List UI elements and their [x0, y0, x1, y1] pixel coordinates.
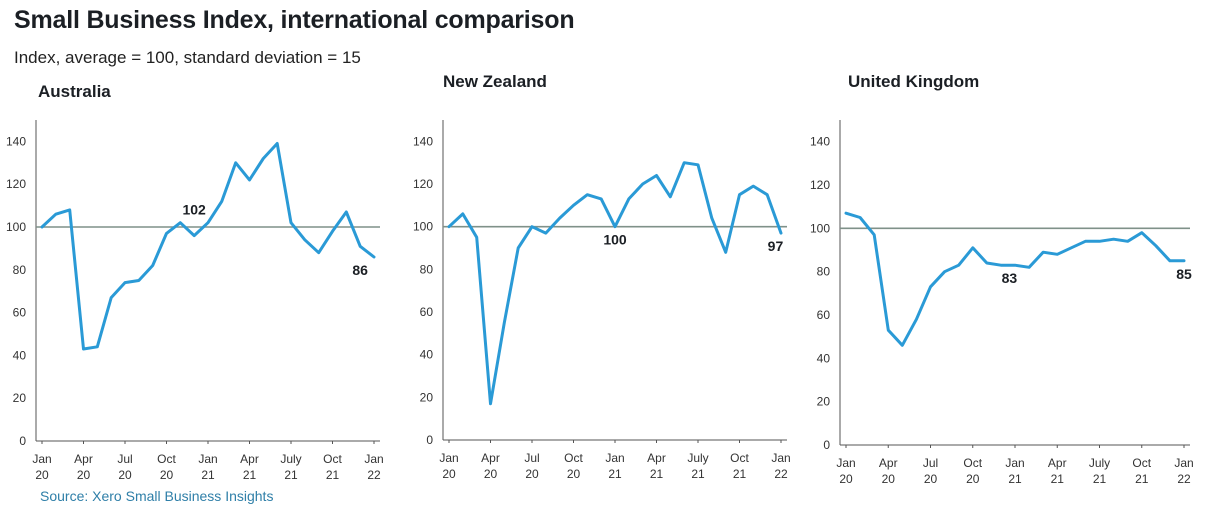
- series-line: [447, 161, 783, 406]
- x-tick-label-month: Apr: [1048, 456, 1067, 470]
- x-tick-label-month: July: [1089, 456, 1110, 470]
- source-note: Source: Xero Small Business Insights: [40, 488, 274, 504]
- x-tick-label-year: 21: [608, 467, 622, 481]
- x-tick-label-month: Jan: [605, 451, 624, 465]
- data-label: 85: [1176, 266, 1192, 282]
- x-tick-label-month: Jan: [198, 452, 217, 466]
- y-tick-label: 40: [817, 351, 831, 365]
- x-tick-label-year: 20: [924, 472, 938, 486]
- panel-title-united-kingdom: United Kingdom: [848, 72, 980, 91]
- x-tick-label-year: 20: [35, 468, 49, 482]
- x-tick-label-month: Apr: [74, 452, 93, 466]
- y-tick-label: 80: [13, 263, 27, 277]
- y-tick-label: 80: [817, 265, 831, 279]
- data-label: 102: [182, 202, 206, 218]
- y-tick-label: 120: [810, 178, 830, 192]
- x-tick-label-month: Jan: [364, 452, 383, 466]
- x-tick-label-month: Oct: [564, 451, 583, 465]
- y-tick-label: 120: [413, 177, 433, 191]
- x-tick-label-month: Jan: [771, 451, 790, 465]
- y-tick-label: 60: [817, 308, 831, 322]
- x-tick-label-year: 20: [442, 467, 456, 481]
- x-tick-label-month: Apr: [647, 451, 666, 465]
- y-tick-label: 0: [19, 434, 26, 448]
- data-label: 83: [1002, 270, 1018, 286]
- x-tick-label-year: 22: [1177, 472, 1191, 486]
- x-tick-label-year: 21: [650, 467, 664, 481]
- x-tick-label-year: 22: [367, 468, 381, 482]
- x-tick-label-year: 21: [1135, 472, 1149, 486]
- x-tick-label-year: 20: [77, 468, 91, 482]
- data-label: 97: [768, 238, 784, 254]
- x-tick-label-year: 21: [201, 468, 215, 482]
- x-tick-label-year: 20: [525, 467, 539, 481]
- y-tick-label: 0: [426, 433, 433, 447]
- x-tick-label-month: Oct: [323, 452, 342, 466]
- series-line: [40, 142, 376, 351]
- x-tick-label-month: July: [280, 452, 301, 466]
- x-tick-label-year: 21: [1051, 472, 1065, 486]
- x-tick-label-month: Jul: [117, 452, 132, 466]
- x-tick-label-year: 20: [966, 472, 980, 486]
- x-tick-label-year: 20: [484, 467, 498, 481]
- x-tick-label-year: 20: [160, 468, 174, 482]
- x-tick-label-month: Oct: [963, 456, 982, 470]
- x-tick-label-year: 22: [774, 467, 788, 481]
- x-tick-label-year: 21: [1093, 472, 1107, 486]
- x-tick-label-year: 20: [118, 468, 132, 482]
- x-tick-label-year: 20: [567, 467, 581, 481]
- y-tick-label: 100: [413, 220, 433, 234]
- y-tick-label: 140: [810, 135, 830, 149]
- x-tick-label-year: 20: [839, 472, 853, 486]
- x-tick-label-month: Jan: [1174, 456, 1193, 470]
- y-tick-label: 0: [823, 438, 830, 452]
- y-tick-label: 60: [420, 305, 434, 319]
- x-tick-label-month: Jul: [923, 456, 938, 470]
- x-tick-label-month: Oct: [1132, 456, 1151, 470]
- x-tick-label-month: Jan: [32, 452, 51, 466]
- x-tick-label-year: 21: [1008, 472, 1022, 486]
- x-tick-label-year: 21: [243, 468, 257, 482]
- y-tick-label: 140: [413, 134, 433, 148]
- y-tick-label: 140: [6, 134, 26, 148]
- y-tick-label: 80: [420, 262, 434, 276]
- data-label: 86: [352, 262, 368, 278]
- x-tick-label-month: Jan: [439, 451, 458, 465]
- x-tick-label-month: Oct: [730, 451, 749, 465]
- chart-subtitle: Index, average = 100, standard deviation…: [14, 48, 361, 67]
- y-tick-label: 40: [420, 348, 434, 362]
- x-tick-label-month: Jul: [524, 451, 539, 465]
- y-tick-label: 60: [13, 306, 27, 320]
- x-tick-label-year: 21: [284, 468, 298, 482]
- y-tick-label: 20: [817, 395, 831, 409]
- series-line: [844, 211, 1186, 347]
- x-tick-label-month: Jan: [836, 456, 855, 470]
- x-tick-label-month: Apr: [481, 451, 500, 465]
- y-tick-label: 100: [6, 220, 26, 234]
- panel-title-australia: Australia: [38, 82, 111, 101]
- x-tick-label-month: Apr: [240, 452, 259, 466]
- y-tick-label: 40: [13, 348, 27, 362]
- x-tick-label-month: Oct: [157, 452, 176, 466]
- y-tick-label: 20: [13, 391, 27, 405]
- x-tick-label-year: 21: [691, 467, 705, 481]
- x-tick-label-year: 20: [882, 472, 896, 486]
- panel-title-new-zealand: New Zealand: [443, 72, 547, 91]
- data-label: 100: [603, 232, 627, 248]
- x-tick-label-month: July: [687, 451, 708, 465]
- x-tick-label-year: 21: [733, 467, 747, 481]
- x-tick-label-month: Jan: [1005, 456, 1024, 470]
- x-tick-label-month: Apr: [879, 456, 898, 470]
- y-tick-label: 100: [810, 221, 830, 235]
- chart-title: Small Business Index, international comp…: [14, 6, 575, 34]
- y-tick-label: 20: [420, 390, 434, 404]
- y-tick-label: 120: [6, 177, 26, 191]
- x-tick-label-year: 21: [326, 468, 340, 482]
